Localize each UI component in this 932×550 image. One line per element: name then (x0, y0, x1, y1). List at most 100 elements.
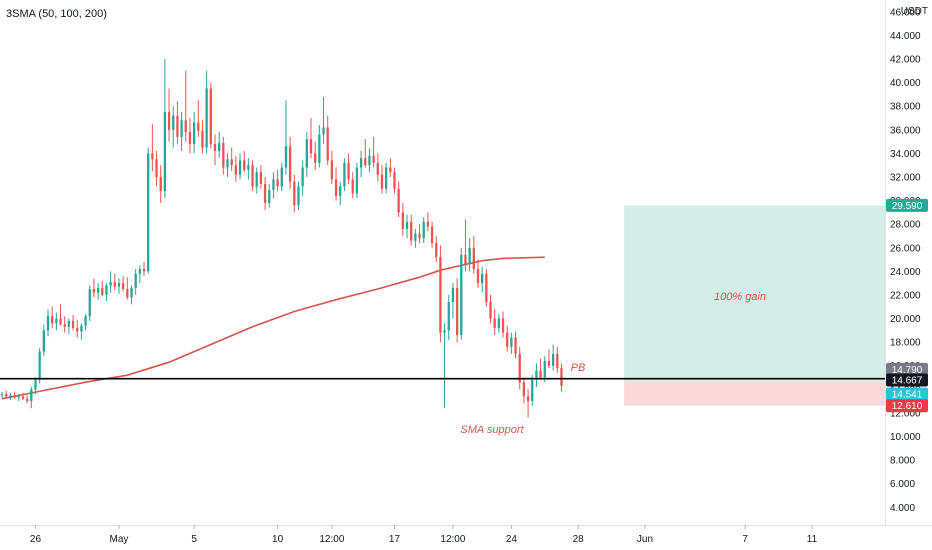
candle-body (42, 330, 45, 352)
candle-body (25, 398, 29, 402)
current-price-badge-text: 14.541 (892, 390, 923, 401)
candle-body (460, 254, 463, 336)
candle (489, 294, 492, 324)
candle (455, 278, 459, 343)
candle-body (234, 165, 238, 175)
candle (460, 247, 463, 340)
price-tick-label: 18.000 (890, 338, 921, 349)
candle-body (180, 120, 183, 137)
candle (284, 100, 288, 175)
time-axis[interactable]: 26 May 5 10 12:00 17 12:00 24 28 Jun 7 11 (30, 525, 818, 545)
candle (263, 176, 267, 210)
candle-body (109, 281, 112, 286)
candle (464, 219, 467, 272)
sma-line[interactable] (1, 256, 545, 400)
target-price-badge[interactable]: 29.590 (886, 198, 928, 212)
candle-body (547, 361, 551, 366)
candle (414, 228, 417, 248)
price-tick-label: 4.000 (890, 503, 915, 514)
stop-price-badge-text: 12.610 (892, 401, 923, 412)
candle (63, 316, 66, 333)
candle (259, 165, 263, 189)
candle (326, 115, 329, 166)
candle (167, 88, 171, 142)
candle-body (34, 379, 37, 390)
candle (117, 278, 121, 294)
candle (180, 112, 183, 152)
candle (17, 394, 20, 402)
candle-body (247, 165, 250, 170)
candle-body (63, 324, 66, 327)
candle (451, 283, 455, 319)
price-tick-label: 22.000 (890, 290, 921, 301)
price-tick-label: 24.000 (890, 267, 921, 278)
candle (318, 125, 321, 168)
entry-price-badge[interactable]: 14.667 (886, 373, 928, 387)
indicator-legend[interactable]: 3SMA (50, 100, 200) (6, 8, 107, 20)
candle-body (397, 188, 400, 213)
candle-body (426, 221, 430, 227)
candle-body (556, 353, 559, 369)
time-tick-label: 28 (573, 534, 585, 545)
upper-level-badge[interactable]: 14.790 (886, 362, 928, 376)
candle-body (201, 130, 204, 148)
candle (297, 181, 300, 210)
candle (364, 139, 367, 168)
price-tick-label: 10.000 (890, 432, 921, 443)
candle-body (142, 268, 146, 272)
pb-label: PB (571, 362, 586, 374)
candle (42, 324, 45, 357)
price-tick-label: 28.000 (890, 220, 921, 231)
time-tick-label: May (110, 534, 129, 545)
candle-body (255, 172, 258, 187)
candle-body (489, 302, 492, 319)
candle-body (280, 167, 283, 187)
price-tick-label: 20.000 (890, 314, 921, 325)
candle (351, 172, 354, 199)
candle-body (468, 247, 471, 265)
candle-body (238, 160, 242, 175)
candle (372, 136, 375, 168)
candle-body (318, 134, 321, 163)
candle-body (213, 143, 217, 152)
candle-body (422, 221, 425, 239)
stop-price-badge[interactable]: 12.610 (886, 399, 928, 413)
candle (276, 169, 279, 192)
candle (539, 358, 542, 380)
candle-body (126, 289, 129, 298)
candle (368, 148, 371, 173)
candle-body (251, 165, 254, 187)
candle-body (435, 243, 438, 258)
candle (155, 151, 158, 187)
candle-body (272, 179, 275, 190)
candle-body (101, 287, 104, 295)
time-tick-label: 26 (30, 534, 42, 545)
candle-body (539, 370, 542, 378)
candle (485, 268, 488, 307)
candle-body (122, 283, 125, 290)
candle (159, 165, 162, 203)
candle (184, 70, 187, 142)
candle-body (276, 179, 279, 187)
candle-body (464, 254, 467, 265)
candle (21, 392, 25, 400)
candle (55, 312, 58, 331)
candle (330, 151, 334, 185)
candle (560, 363, 563, 392)
candle-body (351, 179, 354, 194)
candle-body (167, 112, 171, 130)
target-zone[interactable] (624, 205, 885, 382)
candle (355, 162, 359, 199)
position-zones (624, 205, 885, 406)
candle (376, 153, 379, 182)
stop-zone[interactable] (624, 381, 885, 406)
price-axis[interactable]: 4.0006.0008.00010.00012.00014.00016.0001… (890, 7, 921, 514)
candle-body (268, 189, 271, 203)
candle-body (51, 316, 54, 324)
time-tick-label: 17 (389, 534, 401, 545)
candle (234, 155, 238, 182)
price-tick-label: 12.000 (890, 408, 921, 419)
price-tick-label: 44.000 (890, 31, 921, 42)
candle (88, 285, 91, 321)
